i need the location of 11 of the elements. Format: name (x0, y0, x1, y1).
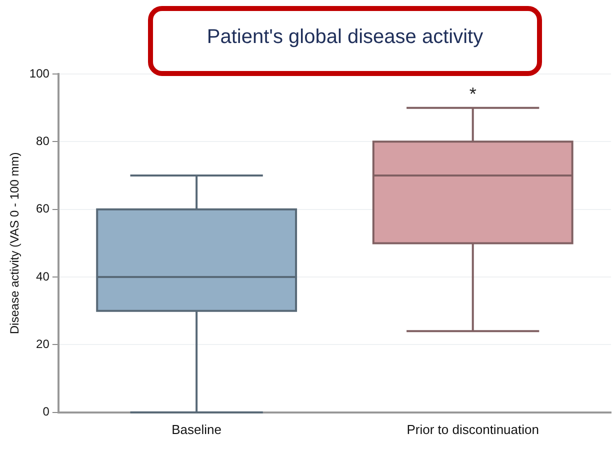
y-tick-label: 100 (29, 66, 50, 80)
x-tick-label: Prior to discontinuation (406, 422, 539, 437)
y-tick-label: 20 (36, 337, 50, 352)
y-tick-label: 60 (36, 202, 50, 216)
annotation: * (469, 84, 476, 104)
y-tick-label: 80 (36, 134, 50, 148)
y-tick-label: 40 (36, 269, 50, 284)
y-axis-title: Disease activity (VAS 0 - 100 mm) (8, 152, 22, 334)
chart-title: Patient's global disease activity (206, 26, 484, 49)
y-tick-label: 0 (42, 404, 50, 419)
x-tick-label: Baseline (172, 422, 222, 437)
